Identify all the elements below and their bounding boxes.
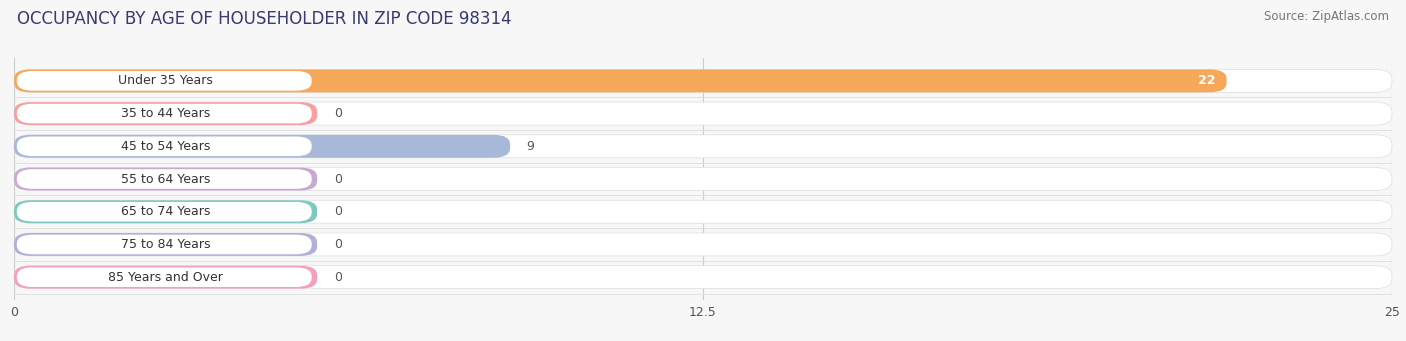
Text: Under 35 Years: Under 35 Years [118, 74, 214, 87]
Text: 0: 0 [333, 238, 342, 251]
Text: 0: 0 [333, 271, 342, 284]
Text: 35 to 44 Years: 35 to 44 Years [121, 107, 211, 120]
FancyBboxPatch shape [14, 135, 510, 158]
FancyBboxPatch shape [14, 233, 1392, 256]
FancyBboxPatch shape [17, 71, 312, 91]
FancyBboxPatch shape [14, 266, 1392, 288]
FancyBboxPatch shape [17, 104, 312, 123]
Text: 75 to 84 Years: 75 to 84 Years [121, 238, 211, 251]
FancyBboxPatch shape [14, 135, 1392, 158]
FancyBboxPatch shape [14, 233, 318, 256]
Text: 45 to 54 Years: 45 to 54 Years [121, 140, 211, 153]
Text: 85 Years and Over: 85 Years and Over [108, 271, 224, 284]
Text: 0: 0 [333, 107, 342, 120]
FancyBboxPatch shape [14, 167, 318, 191]
Text: 65 to 74 Years: 65 to 74 Years [121, 205, 211, 218]
Text: 0: 0 [333, 205, 342, 218]
Text: 0: 0 [333, 173, 342, 186]
FancyBboxPatch shape [14, 200, 318, 223]
FancyBboxPatch shape [17, 267, 312, 287]
Text: 22: 22 [1198, 74, 1216, 87]
FancyBboxPatch shape [17, 235, 312, 254]
FancyBboxPatch shape [17, 136, 312, 156]
FancyBboxPatch shape [14, 200, 1392, 223]
Text: 55 to 64 Years: 55 to 64 Years [121, 173, 211, 186]
FancyBboxPatch shape [14, 70, 1392, 92]
Text: Source: ZipAtlas.com: Source: ZipAtlas.com [1264, 10, 1389, 23]
FancyBboxPatch shape [17, 202, 312, 222]
FancyBboxPatch shape [14, 102, 318, 125]
Text: OCCUPANCY BY AGE OF HOUSEHOLDER IN ZIP CODE 98314: OCCUPANCY BY AGE OF HOUSEHOLDER IN ZIP C… [17, 10, 512, 28]
FancyBboxPatch shape [14, 70, 1226, 92]
Text: 9: 9 [527, 140, 534, 153]
FancyBboxPatch shape [17, 169, 312, 189]
FancyBboxPatch shape [14, 167, 1392, 191]
FancyBboxPatch shape [14, 266, 318, 288]
FancyBboxPatch shape [14, 102, 1392, 125]
